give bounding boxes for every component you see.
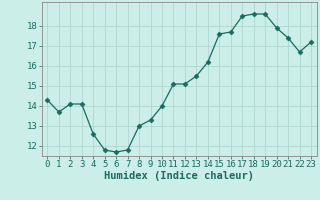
X-axis label: Humidex (Indice chaleur): Humidex (Indice chaleur) bbox=[104, 171, 254, 181]
